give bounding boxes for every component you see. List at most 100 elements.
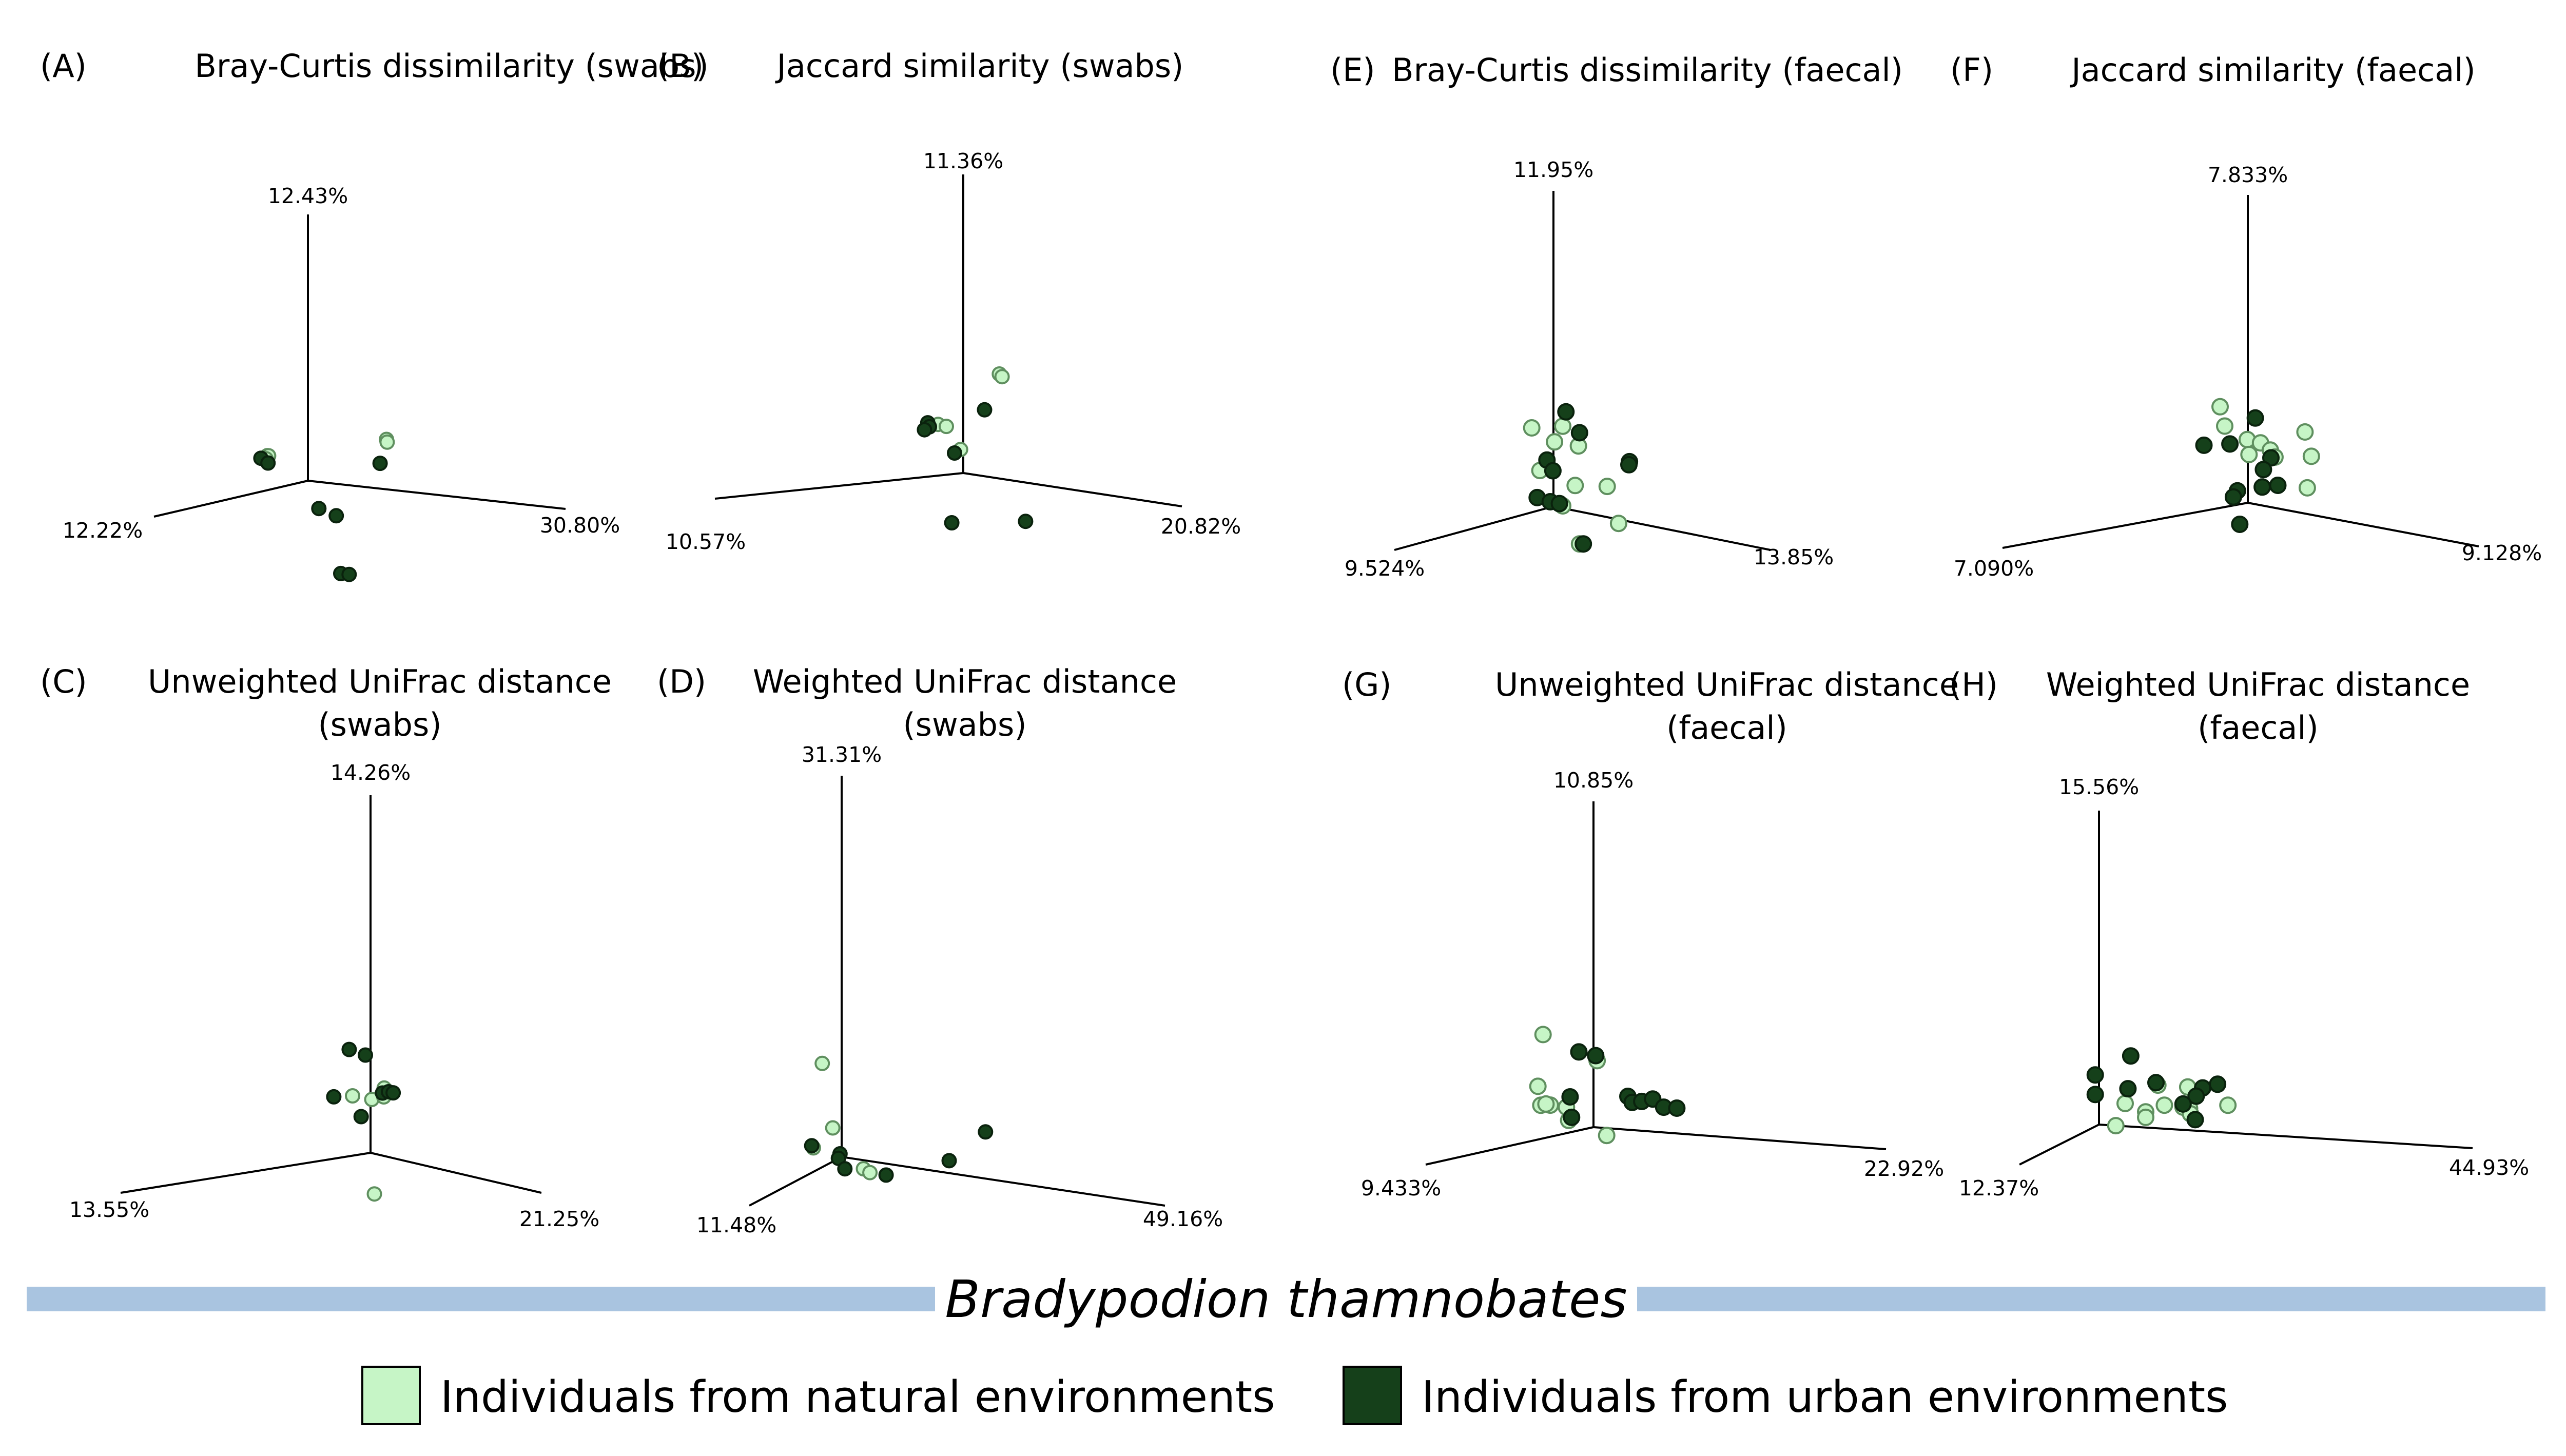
panel-title: Unweighted UniFrac distance (1495, 666, 1959, 703)
right-axis (370, 1152, 542, 1194)
point-urban (947, 445, 962, 461)
point-urban (2119, 1080, 2137, 1098)
point-natural (1566, 477, 1584, 495)
point-urban (804, 1138, 820, 1154)
point-urban (311, 501, 327, 517)
point-natural (825, 1120, 841, 1136)
point-urban (977, 402, 993, 418)
point-urban (353, 1109, 369, 1125)
panel-5: (D) Weighted UniFrac distance (swabs) 31.31… (657, 663, 1223, 1237)
point-urban (1557, 403, 1575, 421)
point-natural (2240, 445, 2258, 463)
point-urban (372, 456, 388, 471)
point-natural (2296, 423, 2314, 441)
panel-title: Unweighted UniFrac distance (148, 663, 612, 700)
point-natural (1609, 515, 1627, 533)
axis-label-right: 9.128% (2462, 541, 2542, 565)
left-axis (2002, 502, 2248, 549)
left-axis (2019, 1124, 2100, 1166)
point-natural (1598, 1127, 1616, 1145)
species-banner: Bradypodion thamnobates (27, 1269, 2545, 1329)
panel-title: (faecal) (2198, 709, 2319, 746)
point-urban (2224, 488, 2242, 506)
point-urban (1018, 514, 1034, 529)
panel-2: (E) Bray-Curtis dissimilarity (faecal) 11.… (1330, 51, 1903, 581)
point-urban (1574, 535, 1592, 553)
left-axis (749, 1156, 842, 1207)
point-urban (2122, 1047, 2140, 1065)
point-natural (2298, 479, 2316, 497)
point-natural (379, 434, 395, 450)
axis-label-left: 13.55% (69, 1197, 149, 1222)
axis-label-vertical: 7.833% (2208, 163, 2288, 187)
panel-1: (B) Jaccard similarity (swabs) 11.36% 10.57… (657, 47, 1241, 554)
point-natural (2216, 417, 2233, 435)
point-natural (366, 1186, 382, 1202)
point-urban (941, 1153, 957, 1169)
point-natural (1546, 433, 1564, 451)
point-natural (2137, 1108, 2154, 1126)
axis-label-vertical: 12.43% (268, 184, 348, 208)
legend-label-urban: Individuals from urban environments (1422, 1372, 2228, 1423)
point-natural (1598, 478, 1616, 496)
panel-title: Bray-Curtis dissimilarity (faecal) (1392, 51, 1903, 89)
point-urban (978, 1124, 994, 1140)
point-natural (862, 1165, 878, 1180)
panel-letter: (F) (1950, 51, 1993, 89)
point-natural (1554, 417, 1571, 435)
point-urban (944, 515, 960, 530)
axis-label-right: 49.16% (1143, 1207, 1223, 1231)
axis-label-right: 30.80% (540, 513, 620, 538)
panel-title: Jaccard similarity (faecal) (2069, 51, 2475, 89)
point-urban (341, 1041, 357, 1057)
panel-letter: (H) (1949, 666, 1998, 703)
right-axis (963, 472, 1182, 507)
panel-letter: (B) (657, 47, 704, 85)
point-urban (2269, 477, 2287, 494)
point-natural (2211, 398, 2229, 416)
axis-label-right: 21.25% (519, 1207, 599, 1231)
point-natural (814, 1055, 830, 1071)
axis-label-vertical: 14.26% (331, 760, 411, 785)
right-axis (2247, 502, 2479, 547)
axis-label-right: 13.85% (1754, 545, 1834, 569)
axis-label-left: 11.48% (696, 1213, 776, 1237)
point-urban (2187, 1087, 2205, 1105)
point-natural (2219, 1096, 2237, 1114)
panel-title: Weighted UniFrac distance (2046, 666, 2470, 703)
point-urban (917, 422, 932, 438)
panel-letter: (G) (1342, 666, 1391, 703)
point-urban (2221, 435, 2239, 453)
panel-letter: (C) (40, 663, 87, 700)
point-urban (2086, 1066, 2104, 1084)
point-natural (994, 369, 1010, 385)
point-urban (1570, 424, 1588, 442)
axis-label-left: 9.524% (1345, 556, 1425, 581)
point-urban (1563, 1108, 1581, 1126)
point-urban (1550, 495, 1568, 513)
panel-3: (F) Jaccard similarity (faecal) 7.833% 7.09… (1950, 51, 2542, 581)
left-axis (714, 472, 964, 500)
point-natural (2107, 1117, 2125, 1135)
point-urban (878, 1167, 894, 1183)
legend: Individuals from natural environments In… (361, 1366, 2228, 1425)
panel-title: Jaccard similarity (swabs) (775, 47, 1184, 85)
right-axis (1593, 1126, 1887, 1150)
point-urban (2195, 436, 2213, 454)
panel-7: (H) Weighted UniFrac distance (faecal) 15.5… (1949, 666, 2529, 1201)
point-urban (2174, 1095, 2192, 1113)
point-natural (1529, 1077, 1547, 1095)
point-urban (1620, 456, 1638, 474)
panel-title: Weighted UniFrac distance (753, 663, 1177, 700)
panel-0: (A) Bray-Curtis dissimilarity (swabs) 12.4… (40, 47, 709, 582)
point-urban (341, 566, 357, 582)
panels-group: (A) Bray-Curtis dissimilarity (swabs) 12.4… (40, 47, 2542, 1237)
point-natural (939, 419, 954, 435)
point-urban (837, 1161, 853, 1177)
axis-label-left: 10.57% (666, 529, 746, 554)
point-urban (2246, 409, 2264, 427)
point-urban (2209, 1075, 2227, 1093)
species-bar-right (1637, 1287, 2545, 1311)
point-urban (385, 1085, 401, 1101)
